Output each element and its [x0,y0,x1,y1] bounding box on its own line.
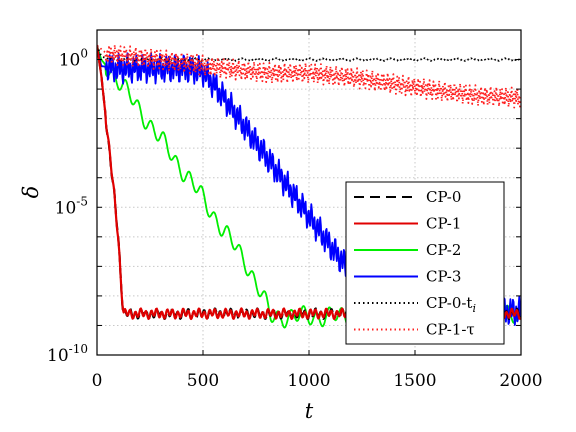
legend-label-4: CP-0-ti [426,294,476,315]
y-axis-title: δ [19,186,43,199]
y-tick-label: 10-5 [55,194,88,218]
x-tick-label: 1500 [393,371,436,391]
legend-label-0: CP-0 [426,188,461,206]
y-tick-label: 100 [59,47,88,71]
legend-label-3: CP-3 [426,268,461,286]
x-axis-title: t [305,399,314,423]
x-tick-label: 1000 [287,371,330,391]
legend-box [345,181,505,345]
legend: CP-0 CP-1 CP-2 CP-3 CP-0-ti CP-1-τ [345,181,505,345]
y-tick-label: 10-10 [47,342,88,366]
legend-label-1: CP-1 [426,215,461,233]
x-tick-label: 500 [187,371,219,391]
x-tick-label: 2000 [499,371,542,391]
legend-label-2: CP-2 [426,241,461,259]
x-tick-label: 0 [92,371,103,391]
ticks: 0 500 1000 1500 2000 10-10 10-5 100 [47,29,543,391]
series-line-5 [97,44,521,109]
legend-label-5: CP-1-τ [426,321,475,339]
